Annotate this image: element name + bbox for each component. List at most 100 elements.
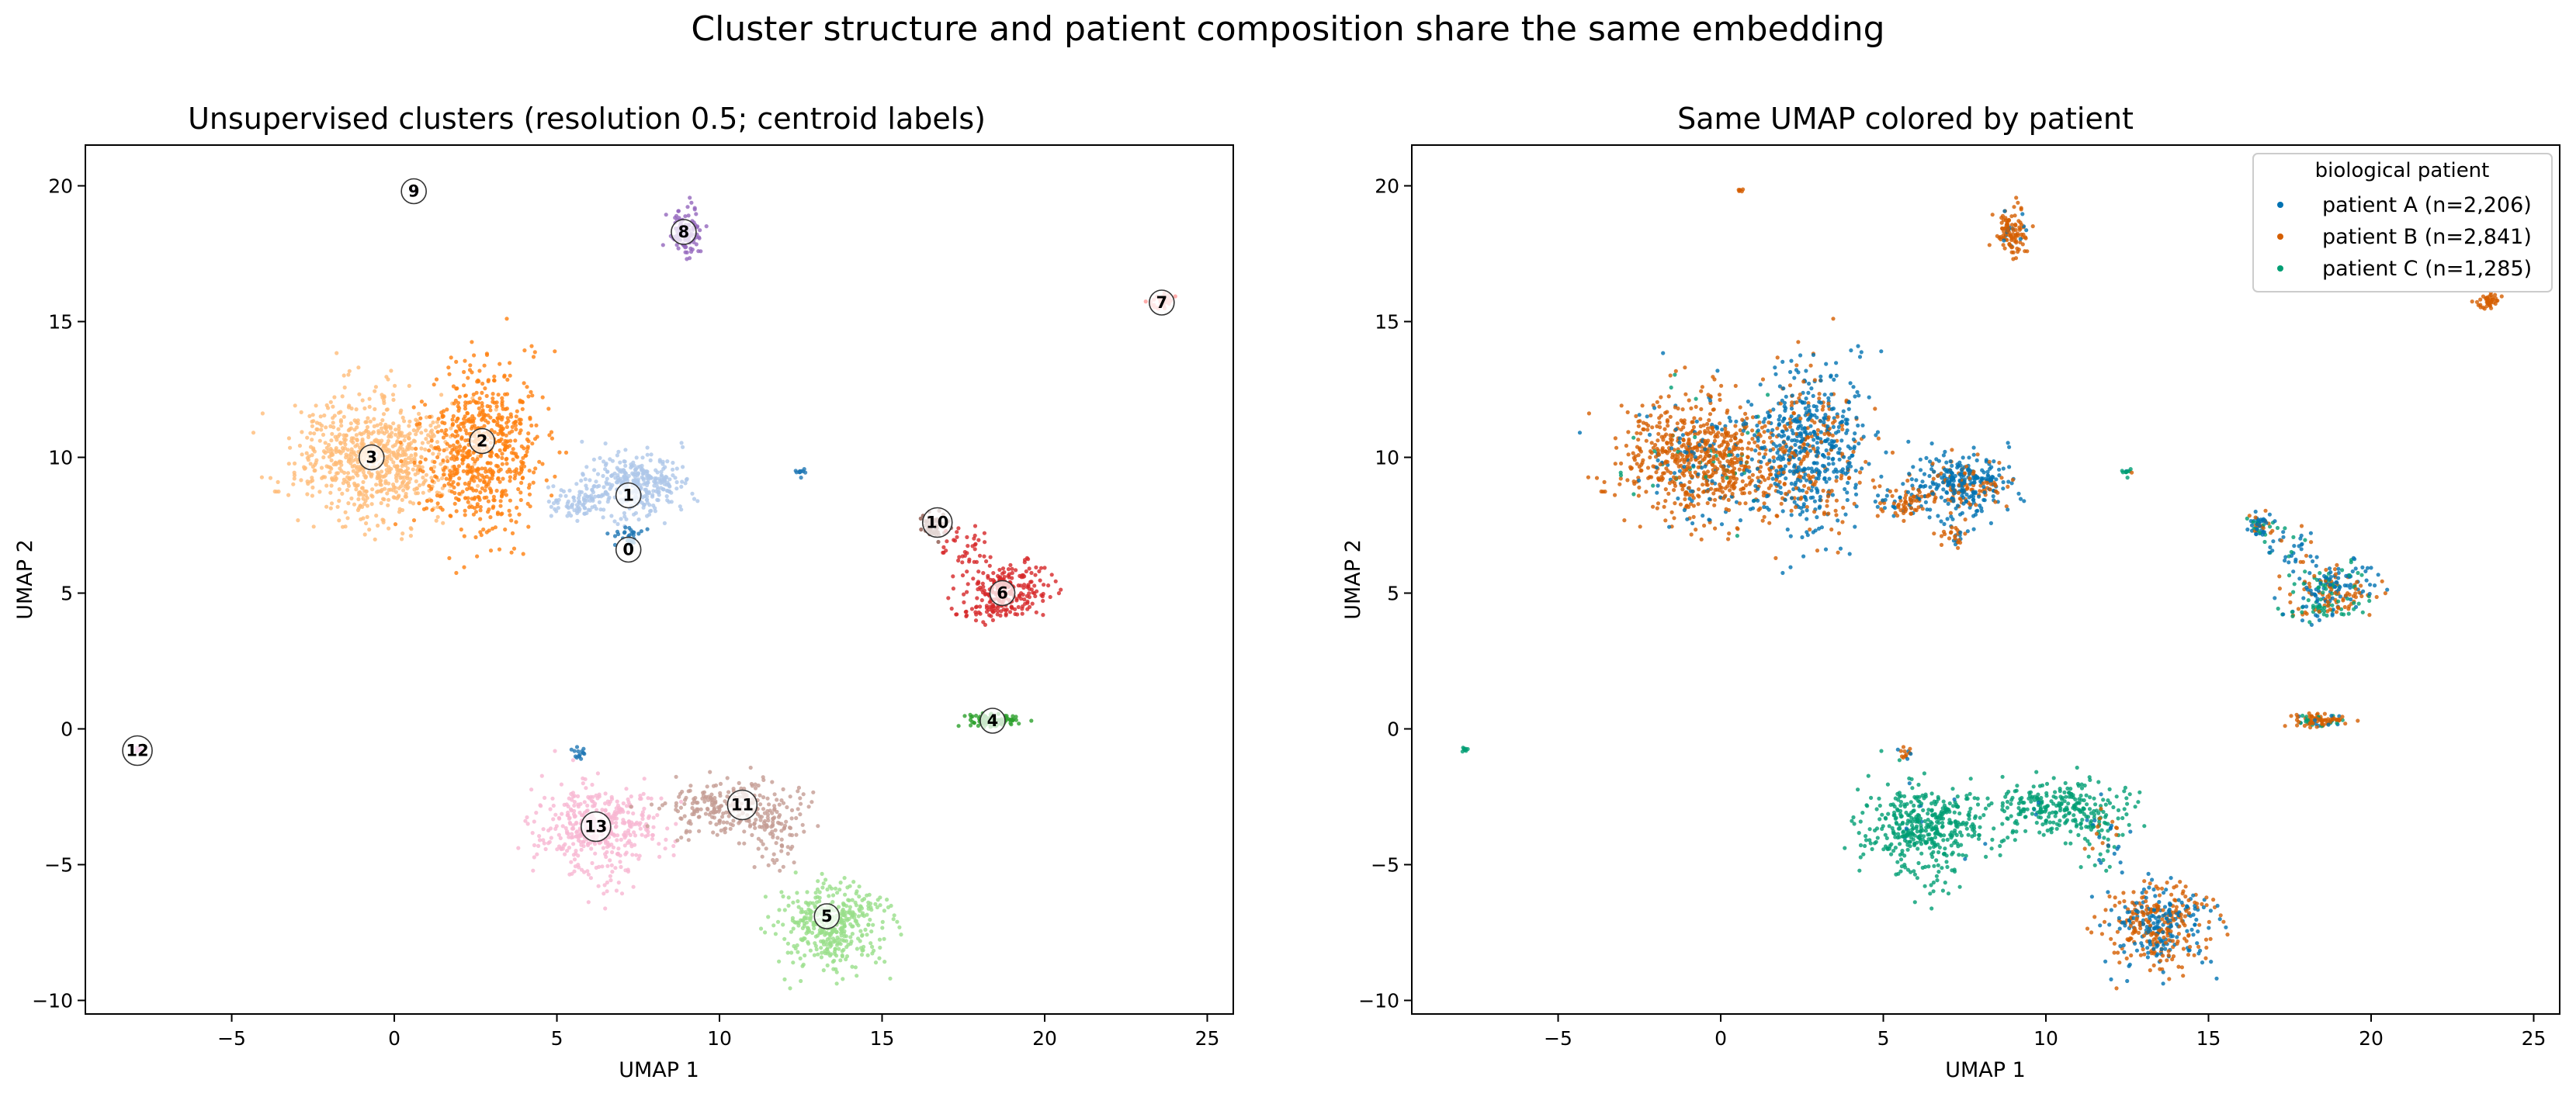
cluster-point	[877, 937, 882, 942]
patient-point	[1772, 459, 1777, 464]
patient-point	[1808, 527, 1812, 532]
cluster-point	[962, 600, 966, 605]
patient-point	[1822, 393, 1827, 397]
patient-point	[1806, 486, 1811, 491]
cluster-point	[997, 576, 1001, 580]
cluster-point	[610, 817, 615, 822]
cluster-point	[833, 947, 837, 952]
patient-point	[1749, 478, 1754, 483]
patient-point	[1679, 427, 1683, 432]
patient-point	[1744, 483, 1749, 488]
patient-point	[1683, 497, 1687, 502]
cluster-point	[612, 471, 617, 476]
cluster-point	[550, 493, 554, 498]
patient-point	[1673, 501, 1677, 506]
cluster-point	[785, 941, 791, 946]
cluster-point	[718, 781, 723, 787]
patient-point	[1617, 482, 1622, 486]
cluster-point	[375, 490, 380, 494]
cluster-point	[682, 801, 687, 806]
cluster-point	[380, 430, 385, 434]
patient-point	[1756, 507, 1761, 512]
patient-point	[1854, 415, 1859, 420]
cluster-point	[605, 889, 609, 894]
cluster-point	[404, 491, 408, 497]
cluster-point	[380, 393, 384, 397]
patient-point	[1844, 421, 1849, 426]
cluster-point	[556, 506, 561, 510]
cluster-point	[484, 530, 489, 535]
cluster-point	[646, 796, 650, 801]
cluster-point	[323, 475, 328, 479]
cluster-point	[498, 479, 502, 484]
cluster-point	[615, 529, 620, 534]
patient-point	[1789, 508, 1794, 513]
cluster-point	[671, 460, 675, 465]
cluster-point	[369, 502, 374, 507]
cluster-point	[495, 512, 501, 517]
cluster-point	[802, 923, 806, 929]
cluster-point	[492, 430, 497, 434]
cluster-point	[824, 930, 829, 936]
patient-point	[1680, 433, 1685, 438]
cluster-point	[411, 405, 416, 410]
patient-point	[1690, 420, 1694, 424]
cluster-point	[694, 242, 699, 247]
cluster-point	[555, 847, 560, 852]
cluster-point	[497, 547, 502, 552]
cluster-point	[825, 946, 830, 951]
cluster-point	[549, 836, 553, 840]
cluster-point	[347, 476, 352, 481]
cluster-point	[424, 506, 429, 510]
cluster-point	[646, 832, 650, 837]
cluster-point	[319, 427, 324, 432]
patient-point	[1624, 443, 1628, 448]
cluster-point	[553, 749, 557, 753]
patient-point	[1792, 438, 1797, 442]
cluster-point	[498, 499, 503, 504]
patient-point	[1789, 513, 1794, 517]
cluster-point	[366, 434, 371, 440]
cluster-point	[622, 459, 626, 464]
cluster-point	[433, 474, 438, 479]
x-tick-label: 20	[1032, 1027, 1057, 1050]
cluster-point	[614, 816, 619, 821]
cluster-point	[628, 832, 633, 837]
cluster-point	[640, 495, 645, 500]
cluster-point	[637, 822, 642, 827]
patient-point	[1756, 486, 1760, 491]
patient-point	[1834, 498, 1839, 503]
patient-point	[1794, 363, 1799, 368]
cluster-point	[834, 930, 839, 935]
cluster-point	[819, 946, 823, 950]
patient-point	[1773, 555, 1778, 561]
cluster-point	[574, 482, 579, 486]
patient-point	[1701, 483, 1705, 487]
cluster-point	[430, 479, 435, 483]
cluster-point	[520, 400, 525, 405]
cluster-point	[455, 470, 459, 475]
cluster-point	[725, 820, 730, 825]
patient-point	[1724, 431, 1729, 436]
patient-point	[1713, 497, 1718, 502]
cluster-point	[650, 832, 655, 837]
cluster-point	[853, 919, 858, 923]
patient-point	[1793, 442, 1798, 448]
patient-point	[1834, 475, 1839, 479]
cluster-point	[763, 895, 768, 899]
cluster-point	[441, 521, 446, 525]
patient-point	[1687, 486, 1691, 490]
cluster-point	[1010, 566, 1014, 571]
cluster-point	[582, 752, 587, 756]
patient-point	[1618, 473, 1624, 478]
cluster-point	[816, 824, 820, 829]
patient-point	[1714, 470, 1718, 475]
cluster-point	[457, 426, 462, 431]
cluster-point	[1029, 570, 1034, 576]
cluster-point	[463, 496, 468, 500]
cluster-point	[328, 400, 333, 404]
x-tick-label: 0	[388, 1027, 400, 1050]
cluster-point	[482, 363, 487, 368]
cluster-point	[645, 452, 650, 457]
cluster-point	[546, 485, 551, 490]
